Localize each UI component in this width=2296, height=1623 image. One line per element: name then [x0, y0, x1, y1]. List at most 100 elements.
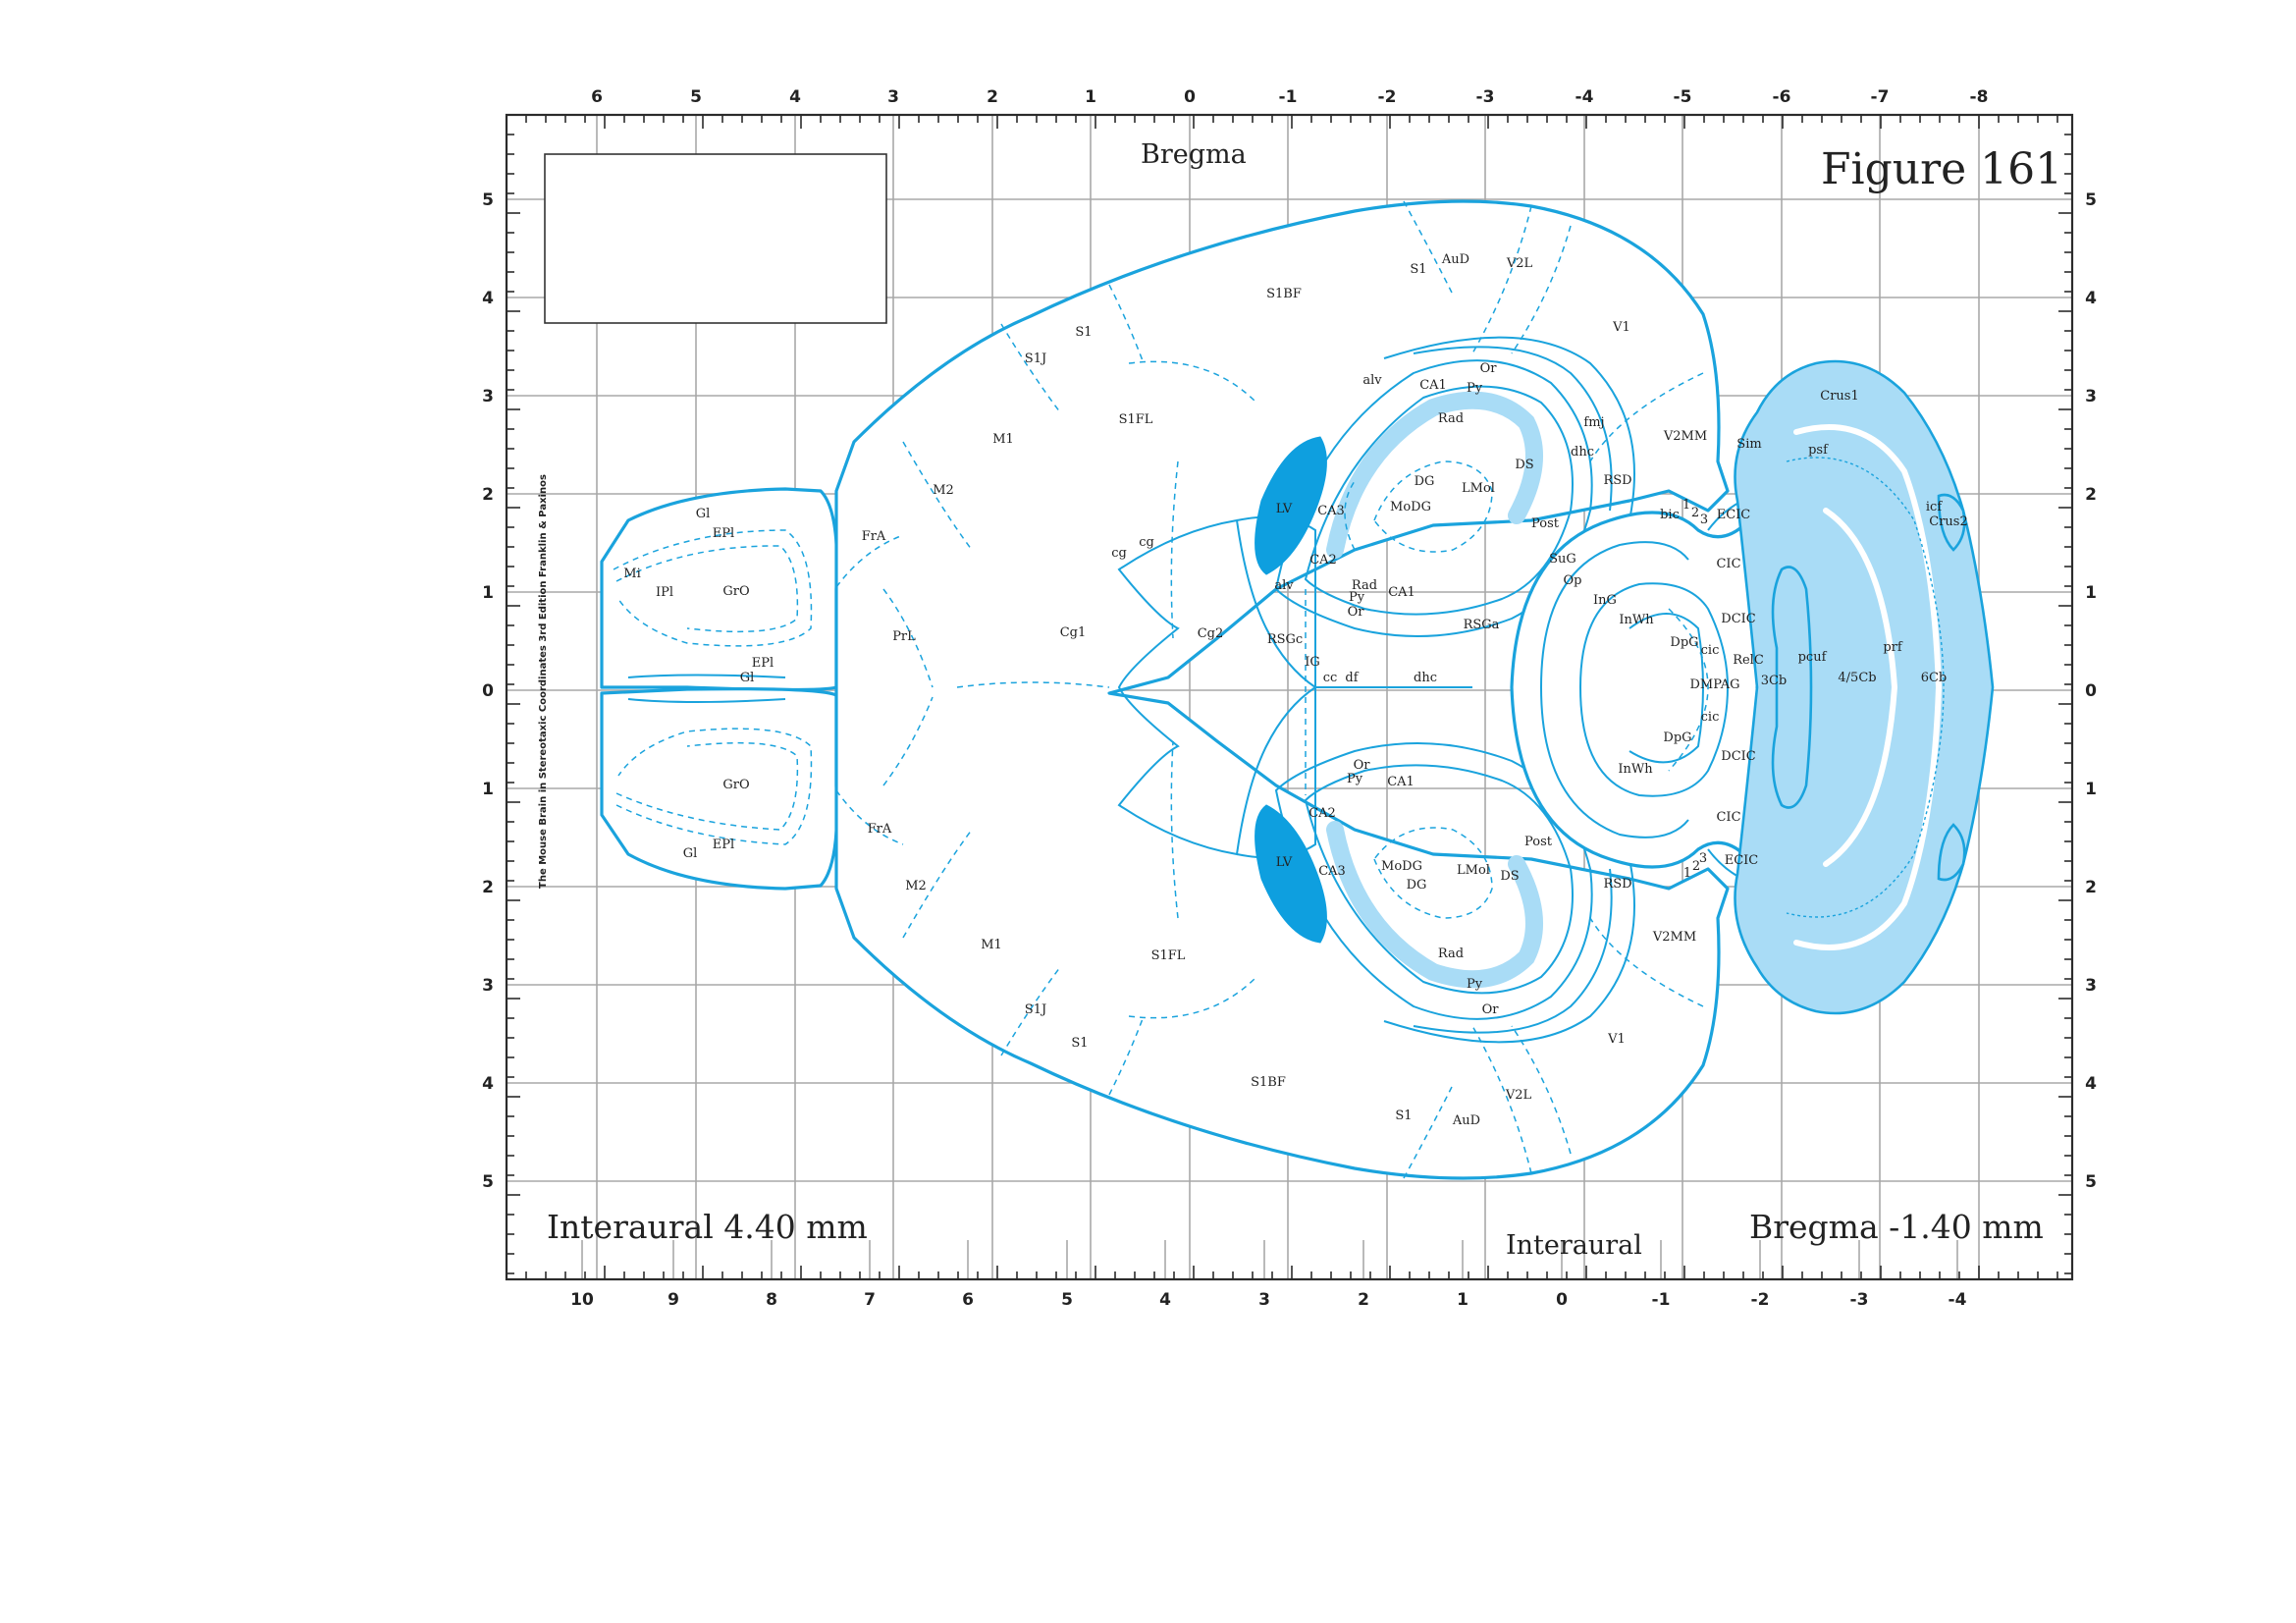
region-label-upper-gl2: Gl	[740, 671, 755, 685]
region-label-upper-dg: DG	[1415, 474, 1435, 489]
axis-label-right: 4	[2085, 289, 2097, 308]
axis-label-bottom: 9	[667, 1290, 679, 1310]
axis-label-right: 5	[2085, 1172, 2097, 1192]
region-label-upper-dpg: DpG	[1670, 635, 1698, 650]
region-label-lower-py2: Py	[1467, 977, 1483, 992]
axis-label-bottom: -4	[1949, 1290, 1967, 1310]
region-label-lower-rad: Rad	[1438, 947, 1464, 961]
region-label-lower-n2: 2	[1692, 859, 1700, 874]
region-label-upper-gl: Gl	[696, 507, 711, 521]
region-label-upper-rsgc: RSGc	[1267, 632, 1303, 647]
axis-label-left: 4	[482, 1074, 494, 1094]
region-label-upper-ds: DS	[1515, 458, 1533, 472]
region-label-upper-sim: Sim	[1736, 437, 1761, 452]
frame-ticks	[506, 114, 2072, 1279]
axis-label-top: 5	[690, 87, 702, 107]
axis-label-right: 2	[2085, 878, 2097, 897]
region-label-lower-s1: S1	[1071, 1036, 1088, 1051]
region-label-upper-epl2: EPl	[752, 656, 774, 671]
region-label-upper-cc: cc	[1323, 671, 1338, 685]
region-label-upper-ca2: CA2	[1309, 553, 1337, 568]
region-label-lower-v1: V1	[1607, 1032, 1626, 1047]
axis-label-left: 2	[482, 485, 494, 505]
region-label-upper-m1: M1	[992, 432, 1014, 447]
region-label-lower-ds: DS	[1500, 869, 1519, 884]
axis-label-left: 3	[482, 387, 494, 406]
annotation-box	[544, 153, 887, 324]
axis-label-top: 2	[987, 87, 998, 107]
axis-label-bottom: 4	[1159, 1290, 1171, 1310]
region-label-mid-pcuf: pcuf	[1798, 650, 1828, 665]
region-label-mid-cb3: 3Cb	[1761, 674, 1788, 688]
axis-label-right: 3	[2085, 976, 2097, 996]
region-label-upper-fra: FrA	[862, 529, 886, 544]
publisher-credit: The Mouse Brain in Stereotaxic Coordinat…	[538, 474, 549, 889]
region-label-upper-aud: AuD	[1441, 252, 1469, 267]
olfactory-bulb	[600, 487, 839, 891]
region-label-upper-or2: Or	[1348, 605, 1365, 620]
axis-label-bottom: -1	[1652, 1290, 1671, 1310]
region-label-lower-m1: M1	[981, 938, 1002, 952]
region-label-lower-lmol: LMol	[1457, 863, 1490, 878]
region-label-upper-dcic: DCIC	[1721, 612, 1756, 626]
region-label-upper-py: Py	[1467, 381, 1483, 396]
region-label-upper-rad: Rad	[1438, 411, 1464, 426]
region-label-upper-crus1: Crus1	[1820, 389, 1858, 404]
region-label-upper-s1bf: S1BF	[1266, 287, 1302, 301]
axis-label-left: 5	[482, 1172, 494, 1192]
region-label-lower-gro: GrO	[722, 778, 749, 792]
region-label-lower-s1j: S1J	[1025, 1002, 1046, 1017]
axis-label-bottom: 6	[962, 1290, 974, 1310]
axis-label-right: 4	[2085, 1074, 2097, 1094]
region-label-upper-or: Or	[1480, 361, 1498, 376]
region-label-lower-or2: Or	[1482, 1002, 1500, 1017]
region-label-upper-sug: SuG	[1549, 552, 1576, 567]
region-label-upper-dhc2: dhc	[1571, 445, 1594, 460]
region-label-lower-m2: M2	[905, 879, 927, 893]
axis-label-top: -7	[1871, 87, 1890, 107]
axis-label-bottom: 5	[1061, 1290, 1073, 1310]
axis-label-top: 4	[789, 87, 801, 107]
region-label-upper-rsd: RSD	[1603, 473, 1631, 488]
region-label-mid-prf: prf	[1883, 640, 1903, 655]
region-label-upper-icf: icf	[1926, 500, 1943, 514]
region-label-upper-v2l: V2L	[1506, 256, 1533, 271]
region-label-upper-inwh: InWh	[1619, 613, 1654, 627]
axis-label-bottom: -2	[1751, 1290, 1770, 1310]
region-label-lower-dcic: DCIC	[1721, 749, 1756, 764]
region-label-upper-cic2: CIC	[1716, 557, 1740, 571]
cerebellum	[1734, 359, 1995, 1015]
region-label-lower-post: Post	[1524, 835, 1553, 849]
axis-labels: 6 5 4 3 2 1 0 -1 -2 -3 -4 -5 -6 -7 -810 9 8 7 6 5 4 3 2 1 0 -1 -2-…	[482, 87, 2097, 1310]
region-label-upper-n3: 3	[1700, 513, 1708, 527]
region-label-lower-epl: EPl	[713, 838, 734, 852]
axis-label-top: -4	[1575, 87, 1594, 107]
axis-label-top: 6	[591, 87, 603, 107]
region-label-lower-v2mm: V2MM	[1652, 930, 1696, 945]
region-label-upper-cg: cg	[1111, 546, 1127, 561]
region-label-upper-cic: cic	[1701, 643, 1720, 658]
region-label-lower-py: Py	[1347, 772, 1363, 786]
region-label-lower-modg: MoDG	[1381, 859, 1422, 874]
axis-label-top: -8	[1970, 87, 1989, 107]
region-label-upper-df: df	[1345, 671, 1359, 685]
region-label-upper-ipl: IPl	[656, 585, 673, 600]
region-label-lower-rsd: RSD	[1603, 877, 1631, 892]
axis-label-bottom: 7	[864, 1290, 876, 1310]
axis-label-left: 5	[482, 190, 494, 210]
region-label-upper-modg: MoDG	[1390, 500, 1431, 514]
region-label-upper-epl: EPl	[713, 526, 734, 541]
region-label-upper-s1fl: S1FL	[1119, 412, 1153, 427]
region-label-lower-ca1: CA1	[1387, 775, 1415, 789]
axis-label-right: 1	[2085, 780, 2097, 799]
region-label-upper-ca3: CA3	[1317, 504, 1345, 518]
region-label-upper-s1: S1	[1075, 325, 1092, 340]
axis-label-top: -6	[1773, 87, 1791, 107]
region-label-upper-post: Post	[1531, 516, 1560, 531]
region-label-upper-lmol: LMol	[1462, 481, 1495, 496]
region-label-lower-ca2: CA2	[1308, 806, 1336, 821]
region-label-upper-psf: psf	[1808, 443, 1829, 458]
region-label-upper-ecic: ECIC	[1717, 508, 1751, 522]
region-label-upper-op: Op	[1564, 573, 1582, 588]
